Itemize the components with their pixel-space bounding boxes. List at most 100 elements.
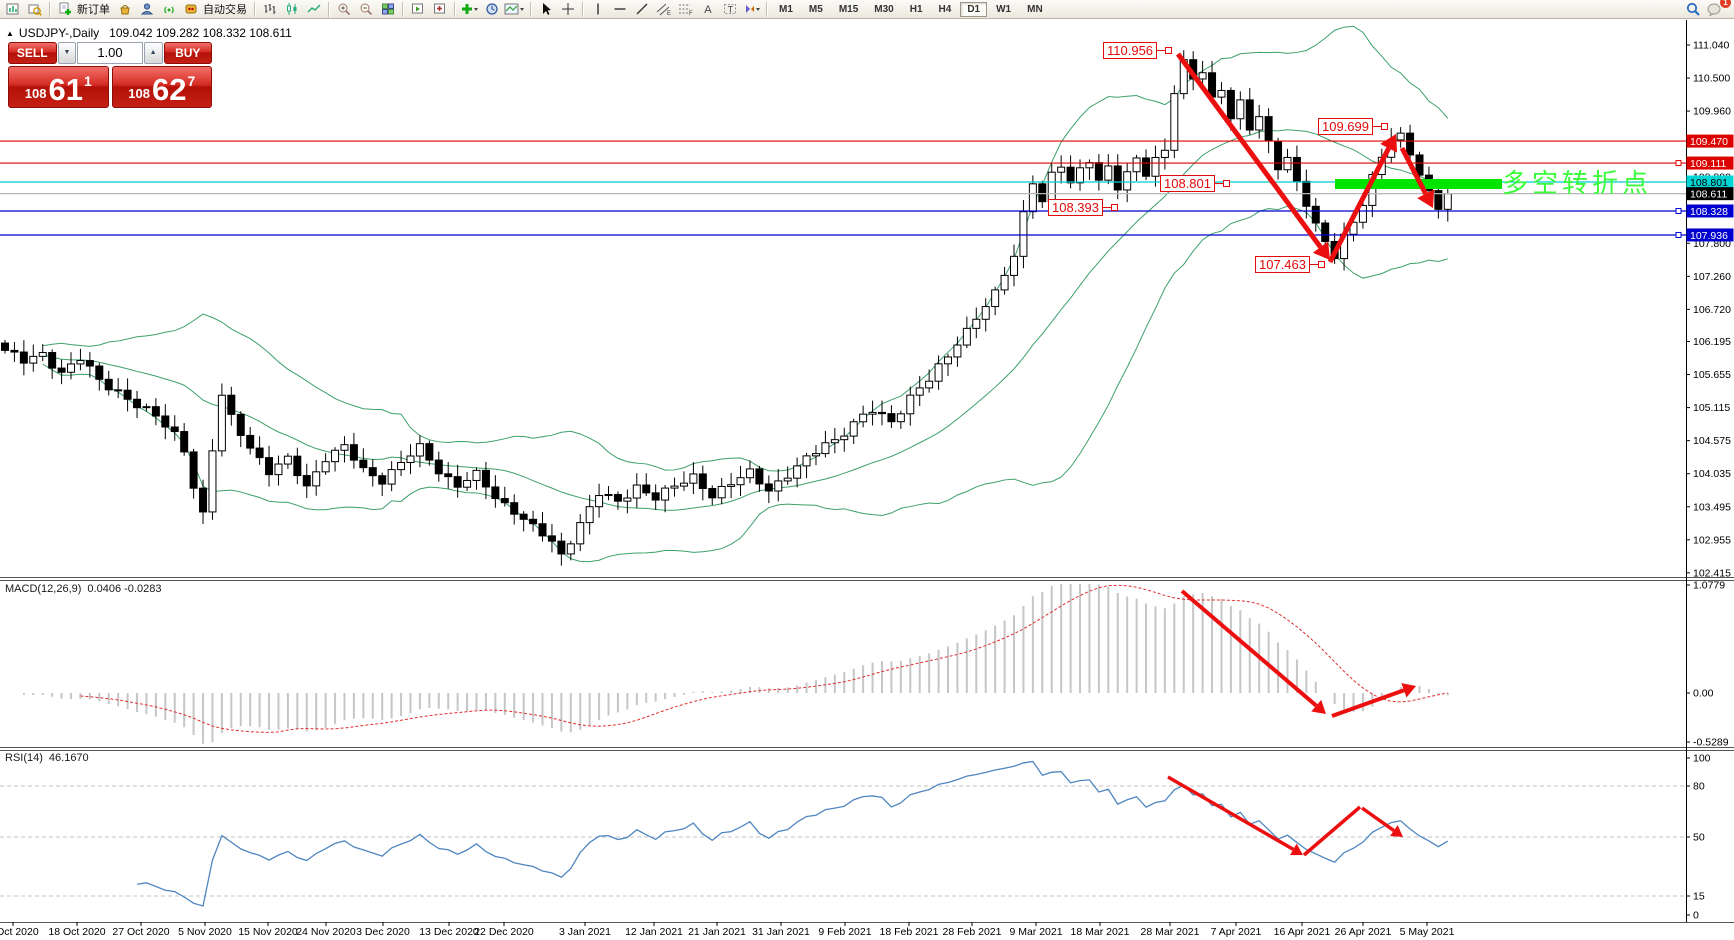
tf-m1-button[interactable]: M1 bbox=[779, 3, 793, 15]
svg-text:8 Oct 2020: 8 Oct 2020 bbox=[0, 926, 39, 938]
zoom-in-icon[interactable] bbox=[333, 1, 355, 18]
svg-text:9 Feb 2021: 9 Feb 2021 bbox=[818, 926, 871, 938]
hline-handle[interactable] bbox=[1675, 207, 1682, 214]
price-callout[interactable]: 108.393 bbox=[1048, 199, 1118, 216]
tf-d1-button[interactable]: D1 bbox=[960, 1, 988, 17]
svg-text:109.960: 109.960 bbox=[1693, 106, 1731, 118]
svg-text:21 Jan 2021: 21 Jan 2021 bbox=[688, 926, 746, 938]
svg-text:18 Oct 2020: 18 Oct 2020 bbox=[48, 926, 105, 938]
navigator-icon[interactable] bbox=[429, 1, 451, 18]
price-badge bbox=[1686, 134, 1734, 148]
candlestick-chart-icon[interactable] bbox=[281, 1, 303, 18]
rsi-axis: 100 80 50 15 0 bbox=[1686, 753, 1711, 922]
tile-windows-icon[interactable] bbox=[377, 1, 399, 18]
sell-button[interactable]: SELL bbox=[8, 42, 57, 64]
svg-text:7 Apr 2021: 7 Apr 2021 bbox=[1211, 926, 1262, 938]
autotrading-icon[interactable] bbox=[180, 1, 202, 18]
collapse-panel-icon[interactable]: ▲ bbox=[6, 28, 14, 38]
svg-text:31 Jan 2021: 31 Jan 2021 bbox=[752, 926, 810, 938]
svg-text:15: 15 bbox=[1693, 891, 1705, 903]
volume-input[interactable]: 1.00 bbox=[77, 42, 143, 64]
tf-mn-button[interactable]: MN bbox=[1027, 3, 1043, 15]
svg-text:24 Nov 2020: 24 Nov 2020 bbox=[296, 926, 356, 938]
period-clock-icon[interactable] bbox=[481, 1, 503, 18]
tf-m15-button[interactable]: M15 bbox=[838, 3, 859, 15]
bull-bear-turning-point-note[interactable]: 多空转折点 bbox=[1502, 168, 1653, 198]
bollinger-upper-line bbox=[42, 25, 1449, 472]
crosshair-icon[interactable] bbox=[557, 1, 579, 18]
price-callout[interactable]: 109.699 bbox=[1318, 118, 1388, 135]
vertical-line-icon[interactable] bbox=[587, 1, 609, 18]
svg-text:5 Nov 2020: 5 Nov 2020 bbox=[178, 926, 232, 938]
data-window-icon[interactable] bbox=[407, 1, 429, 18]
hline-handle[interactable] bbox=[1675, 160, 1682, 167]
trendline-icon[interactable] bbox=[631, 1, 653, 18]
tf-w1-button[interactable]: W1 bbox=[996, 3, 1012, 15]
svg-text:108.801: 108.801 bbox=[1690, 177, 1728, 189]
one-click-trading-panel: SELL ▼ 1.00 ▲ BUY 108 61 1 108 62 7 bbox=[8, 42, 213, 108]
svg-text:100: 100 bbox=[1693, 753, 1711, 765]
svg-text:3 Dec 2020: 3 Dec 2020 bbox=[356, 926, 410, 938]
new-order-icon[interactable] bbox=[54, 1, 76, 18]
fibonacci-icon[interactable]: F bbox=[675, 1, 697, 18]
tf-h1-button[interactable]: H1 bbox=[909, 3, 923, 15]
add-indicator-icon[interactable] bbox=[459, 1, 481, 18]
new-order-label[interactable]: 新订单 bbox=[77, 4, 110, 16]
line-chart-icon[interactable] bbox=[303, 1, 325, 18]
buy-button[interactable]: BUY bbox=[163, 42, 213, 64]
price-badge bbox=[1686, 156, 1734, 170]
buy-price-figure: 108 bbox=[128, 86, 150, 101]
price-axis[interactable]: 111.040110.500109.960109.420108.880108.3… bbox=[1686, 40, 1734, 580]
arrows-tool-icon[interactable] bbox=[741, 1, 763, 18]
chart-canvas[interactable]: 111.040110.500109.960109.420108.880108.3… bbox=[0, 19, 1734, 940]
rsi-level-lines bbox=[0, 785, 1686, 897]
tf-h4-button[interactable]: H4 bbox=[938, 3, 952, 15]
svg-text:1.0779: 1.0779 bbox=[1693, 580, 1725, 592]
svg-text:15 Nov 2020: 15 Nov 2020 bbox=[238, 926, 298, 938]
rsi-line bbox=[136, 760, 1449, 907]
price-callout[interactable]: 107.463 bbox=[1255, 256, 1325, 273]
publisher-icon[interactable] bbox=[136, 1, 158, 18]
sell-price-button[interactable]: 108 61 1 bbox=[8, 66, 109, 108]
text-icon[interactable]: A bbox=[697, 1, 719, 18]
sell-price-pips: 61 bbox=[48, 72, 83, 107]
price-callout[interactable]: 108.801 bbox=[1160, 175, 1230, 192]
templates-icon[interactable] bbox=[503, 1, 527, 18]
ohlc-values: 109.042 109.282 108.332 108.611 bbox=[109, 26, 292, 40]
equidistant-channel-icon[interactable]: E bbox=[653, 1, 675, 18]
notifications-icon[interactable]: 1 bbox=[1704, 0, 1731, 18]
autotrading-label[interactable]: 自动交易 bbox=[203, 4, 247, 16]
signals-icon[interactable] bbox=[158, 1, 180, 18]
bar-chart-icon[interactable] bbox=[259, 1, 281, 18]
price-callout[interactable]: 110.956 bbox=[1103, 42, 1173, 59]
new-chart-icon[interactable] bbox=[2, 1, 24, 18]
tf-m5-button[interactable]: M5 bbox=[808, 3, 823, 15]
search-icon[interactable] bbox=[1682, 1, 1704, 18]
chart-window[interactable]: 111.040110.500109.960109.420108.880108.3… bbox=[0, 19, 1734, 940]
bollinger-lower-line bbox=[42, 205, 1448, 563]
svg-text:107.936: 107.936 bbox=[1690, 230, 1728, 242]
styles-bucket-icon[interactable] bbox=[114, 1, 136, 18]
hline-handle[interactable] bbox=[1675, 231, 1682, 238]
tf-m30-button[interactable]: M30 bbox=[874, 3, 894, 15]
buy-price-button[interactable]: 108 62 7 bbox=[111, 66, 212, 108]
macd-label: MACD(12,26,9) 0.0406 -0.0283 bbox=[5, 583, 162, 595]
text-label-icon[interactable]: T bbox=[719, 1, 741, 18]
svg-text:27 Oct 2020: 27 Oct 2020 bbox=[112, 926, 169, 938]
horizontal-line-icon[interactable] bbox=[609, 1, 631, 18]
svg-text:E: E bbox=[667, 11, 671, 16]
time-axis[interactable]: 8 Oct 2020 18 Oct 2020 27 Oct 2020 5 Nov 20… bbox=[0, 922, 1455, 938]
chart-profile-icon[interactable] bbox=[24, 1, 46, 18]
volume-down-button[interactable]: ▼ bbox=[57, 42, 77, 64]
svg-text:F: F bbox=[689, 11, 693, 16]
cursor-icon[interactable] bbox=[535, 1, 557, 18]
price-badge bbox=[1686, 175, 1734, 189]
zoom-out-icon[interactable] bbox=[355, 1, 377, 18]
panel-borders bbox=[0, 20, 1734, 923]
svg-text:106.720: 106.720 bbox=[1693, 304, 1731, 316]
svg-text:13 Dec 2020: 13 Dec 2020 bbox=[419, 926, 479, 938]
volume-up-button[interactable]: ▲ bbox=[143, 42, 163, 64]
trend-arrows[interactable] bbox=[1167, 52, 1435, 857]
svg-text:107.260: 107.260 bbox=[1693, 271, 1731, 283]
